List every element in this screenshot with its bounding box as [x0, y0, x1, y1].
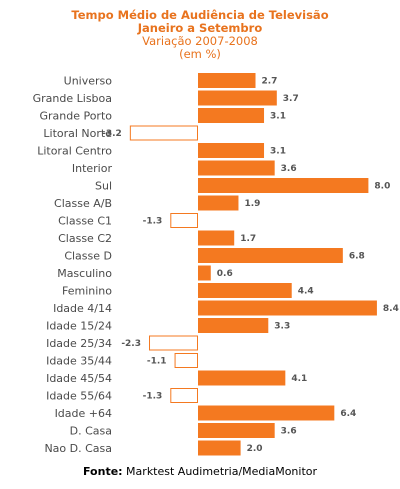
bar-negative — [149, 335, 198, 351]
category-label: Idade 35/44 — [46, 355, 112, 368]
value-label: 1.9 — [244, 199, 260, 209]
bar-positive — [198, 440, 241, 456]
bar-positive — [198, 108, 265, 123]
value-label: 8.4 — [383, 304, 399, 314]
category-label: Idade 15/24 — [46, 320, 112, 333]
category-label: Feminino — [62, 285, 112, 298]
value-label: 3.7 — [283, 94, 299, 104]
bar-positive — [198, 283, 292, 298]
value-label: 2.7 — [262, 77, 278, 87]
bar-positive — [198, 230, 235, 246]
value-label: -1.3 — [143, 217, 163, 227]
category-label: Universo — [64, 75, 113, 88]
category-label: Idade 55/64 — [46, 390, 112, 403]
category-label: Masculino — [57, 267, 112, 280]
value-label: 2.0 — [247, 444, 263, 454]
category-label: Litoral Norte — [43, 127, 112, 140]
bar-positive — [198, 143, 265, 158]
category-label: Classe C1 — [58, 215, 112, 228]
value-label: 0.6 — [217, 269, 233, 279]
category-label: Classe C2 — [58, 232, 112, 245]
category-label: Grande Porto — [39, 110, 112, 123]
value-label: 3.1 — [270, 112, 286, 122]
chart-title-line-1: Tempo Médio de Audiência de Televisão — [71, 8, 329, 22]
value-label: 3.6 — [281, 427, 297, 437]
bar-positive — [198, 405, 335, 421]
category-label: D. Casa — [70, 425, 112, 438]
bar-positive — [198, 318, 269, 333]
source-text: Marktest Audimetria/MediaMonitor — [122, 465, 318, 478]
bar-negative — [170, 388, 198, 403]
category-label: Interior — [72, 162, 113, 175]
bar-positive — [198, 300, 377, 316]
value-label: -2.3 — [121, 339, 141, 349]
category-label: Grande Lisboa — [33, 92, 112, 105]
chart-title-line-2: Janeiro a Setembro — [137, 21, 263, 35]
source-note: Fonte: Marktest Audimetria/MediaMonitor — [0, 465, 400, 478]
value-label: 8.0 — [374, 182, 390, 192]
category-label: Idade 4/14 — [53, 302, 112, 315]
category-label: Idade 25/34 — [46, 337, 112, 350]
bar-negative — [170, 213, 198, 228]
bar-positive — [198, 90, 277, 106]
value-label: -1.3 — [143, 392, 163, 402]
bar-negative — [174, 353, 199, 368]
value-label: 3.1 — [270, 147, 286, 157]
bar-positive — [198, 423, 275, 438]
bar-negative — [129, 125, 198, 141]
category-label: Litoral Centro — [37, 145, 112, 158]
chart-title-block: Tempo Médio de Audiência de Televisão Ja… — [0, 9, 400, 61]
category-label: Idade +64 — [55, 407, 112, 420]
bar-positive — [198, 370, 286, 386]
category-label: Sul — [95, 180, 112, 193]
category-label: Classe D — [64, 250, 112, 263]
chart-subtitle-line-2: (em %) — [179, 47, 221, 61]
value-label: 4.1 — [291, 374, 307, 384]
bar-positive — [198, 73, 256, 88]
category-label: Classe A/B — [54, 197, 112, 210]
bar-positive — [198, 265, 211, 281]
value-label: -1.1 — [147, 357, 167, 367]
value-label: 3.6 — [281, 164, 297, 174]
bar-positive — [198, 160, 275, 176]
bar-positive — [198, 178, 369, 193]
chart-subtitle-line-1: Variação 2007-2008 — [142, 34, 258, 48]
value-label: 3.3 — [274, 322, 290, 332]
source-label: Fonte: — [82, 465, 123, 478]
value-label: 6.4 — [340, 409, 356, 419]
value-label: -3.2 — [102, 129, 122, 139]
value-label: 1.7 — [240, 234, 256, 244]
value-label: 6.8 — [349, 252, 365, 262]
bar-positive — [198, 195, 239, 211]
category-label: Idade 45/54 — [46, 372, 112, 385]
bar-positive — [198, 248, 343, 263]
category-label: Nao D. Casa — [44, 442, 112, 455]
value-label: 4.4 — [298, 287, 314, 297]
